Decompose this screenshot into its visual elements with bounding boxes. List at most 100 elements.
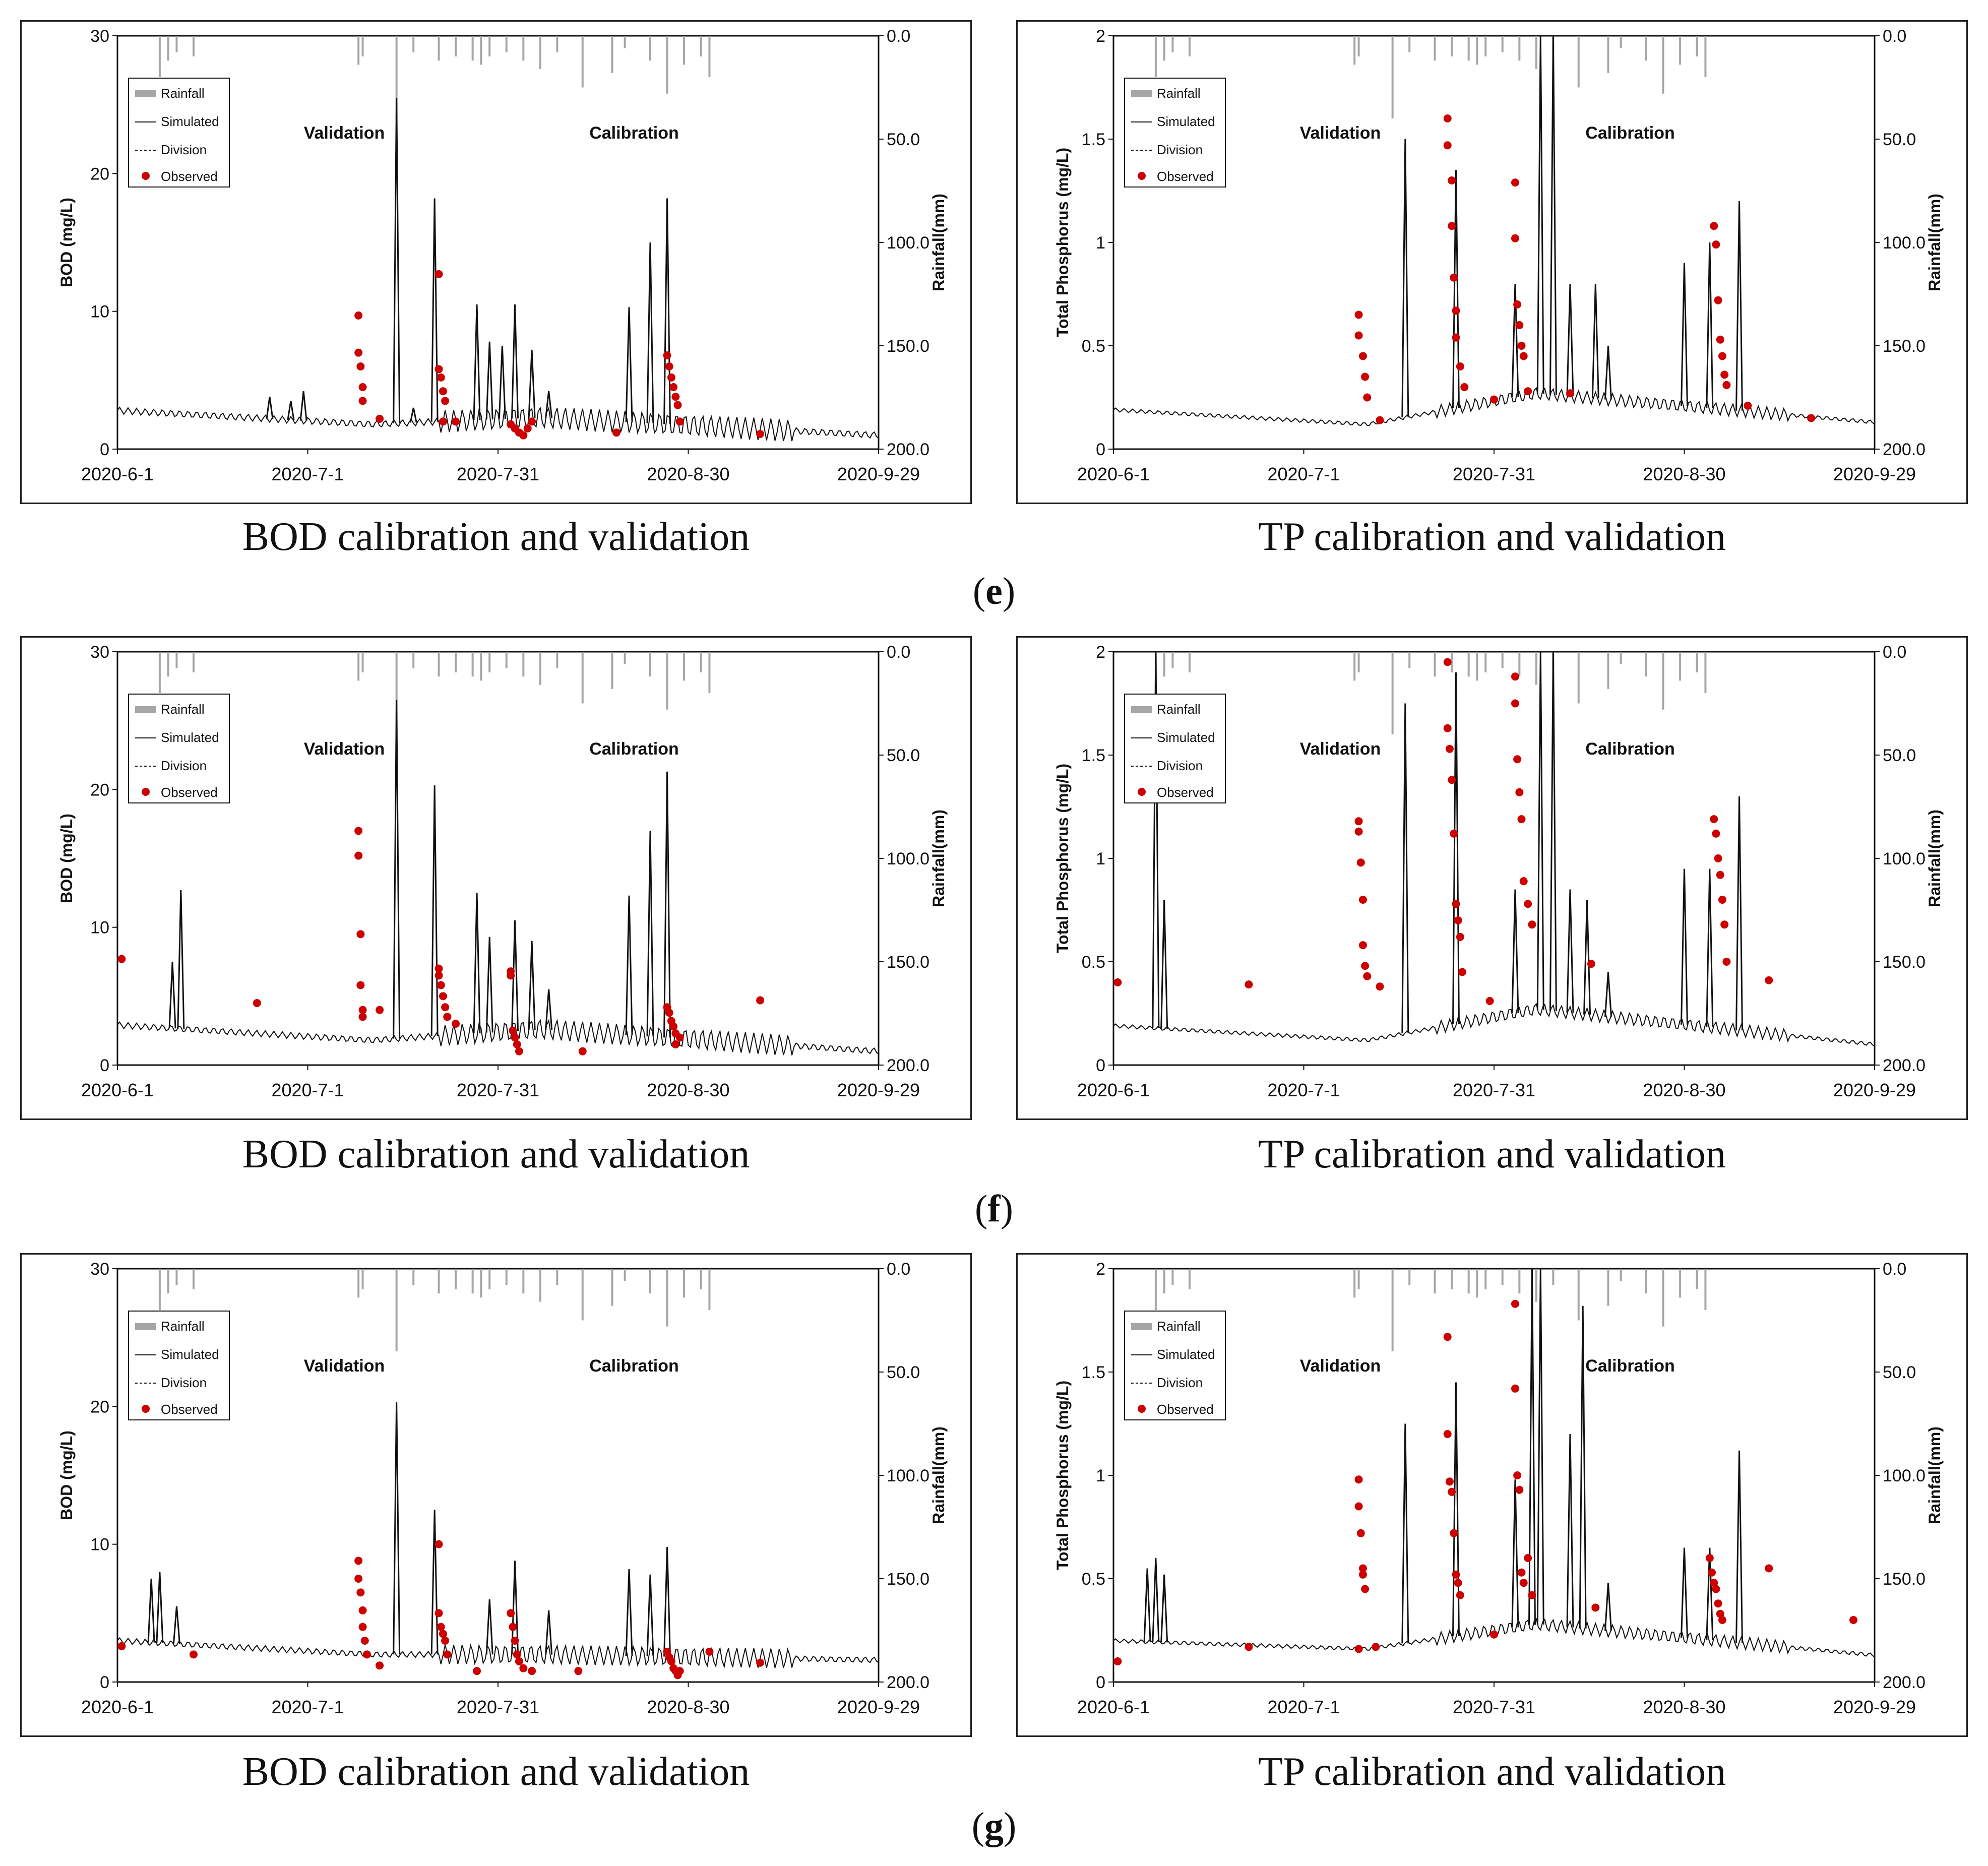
observed-point: [358, 1013, 367, 1021]
x-tick-label: 2020-6-1: [81, 1697, 154, 1717]
observed-point: [1454, 1579, 1462, 1587]
simulated-spike: [485, 1599, 493, 1655]
simulated-spike: [1566, 283, 1574, 397]
simulated-spike: [485, 341, 493, 420]
chart-svg-f-tp: 0 0.5 1 1.5 2 0.0 50.0 100.0 150.0 200.0 2020-6-1 2…: [1053, 643, 1944, 1100]
chart-svg-e-bod: 0 10 20 30 0.0 50.0 100.0 150.0 200.0 2020-6-1 202…: [57, 27, 948, 484]
observed-point: [1445, 744, 1454, 753]
panel-label-e: (e): [0, 570, 1988, 613]
observed-point: [1448, 222, 1456, 230]
y-tick-label: 0.5: [1082, 953, 1105, 972]
simulated-spike: [625, 895, 633, 1035]
observed-point: [1517, 1568, 1526, 1577]
observed-point: [1511, 234, 1519, 242]
simulated-spike: [1706, 242, 1714, 408]
observed-point: [1566, 389, 1574, 398]
observed-point: [507, 1609, 515, 1618]
observed-point: [358, 1006, 367, 1014]
observed-point: [1363, 972, 1372, 980]
observed-point: [1524, 1554, 1532, 1562]
observed-point: [1705, 1554, 1714, 1562]
panel-label-letter: e: [985, 570, 1003, 612]
observed-point: [675, 1667, 684, 1675]
observed-point: [1354, 1502, 1363, 1511]
x-tick-label: 2020-8-30: [647, 464, 729, 484]
observed-point: [1354, 1475, 1363, 1484]
observed-point: [358, 397, 367, 405]
y-tick-label: 2: [1096, 643, 1105, 662]
simulated-series: [117, 1019, 879, 1055]
y2-axis-title: Rainfall(mm): [929, 1426, 948, 1524]
simulated-spike: [1160, 1574, 1168, 1643]
simulated-spike: [1549, 651, 1557, 1011]
x-tick-label: 2020-6-1: [81, 464, 154, 484]
simulated-spike: [147, 1578, 155, 1643]
observed-point: [1443, 114, 1452, 122]
observed-point: [1716, 870, 1724, 879]
caption-g-tp: TP calibration and validation: [1258, 1750, 1726, 1794]
observed-point: [1113, 978, 1122, 986]
observed-point: [376, 1661, 384, 1670]
observed-point: [1372, 1643, 1380, 1651]
observed-point: [675, 1033, 684, 1042]
observed-point: [439, 387, 447, 396]
x-tick-label: 2020-7-31: [1453, 1697, 1535, 1717]
y2-axis-title: Rainfall(mm): [929, 810, 948, 907]
observed-point: [1517, 815, 1526, 824]
simulated-spike: [1681, 263, 1688, 406]
observed-point: [667, 373, 675, 382]
annotation-calibration: Calibration: [589, 123, 679, 143]
legend-swatch-rainfall: [1131, 1323, 1152, 1330]
y2-tick-label: 100.0: [1883, 1466, 1925, 1485]
y2-tick-label: 0.0: [1883, 643, 1906, 662]
y2-tick-label: 0.0: [887, 643, 910, 662]
observed-point: [1720, 370, 1729, 379]
observed-point: [1450, 1529, 1458, 1537]
legend-label-rainfall: Rainfall: [161, 702, 205, 717]
legend-label-rainfall: Rainfall: [1157, 1319, 1201, 1334]
legend-label-division: Division: [161, 142, 207, 157]
y2-tick-label: 150.0: [887, 1570, 929, 1589]
y-tick-label: 0: [100, 1673, 109, 1692]
y2-axis-title: Rainfall(mm): [1925, 1426, 1944, 1524]
observed-point: [1245, 1643, 1253, 1651]
observed-point: [1361, 962, 1370, 970]
y-axis-title: Total Phosphorus (mg/L): [1053, 1381, 1072, 1570]
observed-point: [443, 1013, 452, 1021]
simulated-spike: [393, 1402, 401, 1655]
x-tick-label: 2020-8-30: [647, 1697, 729, 1717]
observed-point: [756, 1658, 765, 1667]
observed-point: [1722, 381, 1731, 389]
observed-point: [1807, 414, 1816, 422]
observed-point: [528, 417, 536, 426]
observed-point: [511, 1637, 519, 1645]
y-tick-label: 1: [1096, 849, 1105, 868]
observed-point: [756, 429, 765, 438]
observed-point: [117, 1642, 126, 1650]
simulated-spike: [1452, 672, 1460, 1024]
panel-label-close: ): [1000, 1188, 1013, 1230]
observed-point: [434, 1540, 443, 1548]
y2-tick-label: 200.0: [1883, 440, 1925, 459]
y2-tick-label: 100.0: [887, 849, 929, 868]
simulated-spike: [663, 1547, 671, 1657]
simulated-spike: [1511, 889, 1519, 1014]
legend-swatch-rainfall: [1131, 90, 1152, 97]
legend: Rainfall Simulated Division Observed: [128, 78, 230, 188]
simulated-spike: [1549, 35, 1557, 395]
y2-tick-label: 0.0: [1883, 1260, 1906, 1279]
simulated-spike: [393, 97, 401, 423]
observed-point: [513, 1040, 521, 1048]
chart-panel-g-bod: 0 10 20 30 0.0 50.0 100.0 150.0 200.0 2020-6-1 202…: [20, 1253, 972, 1737]
simulated-spike: [1735, 201, 1744, 411]
simulated-spike: [1511, 283, 1519, 398]
chart-svg-g-tp: 0 0.5 1 1.5 2 0.0 50.0 100.0 150.0 200.0 2020-6-1 2…: [1053, 1260, 1944, 1717]
simulated-spike: [646, 242, 654, 423]
simulated-spike: [1160, 899, 1168, 1029]
y2-tick-label: 150.0: [1883, 337, 1925, 356]
simulated-spike: [528, 941, 536, 1030]
simulated-series: [1113, 1003, 1875, 1047]
observed-point: [1712, 829, 1720, 838]
annotation-validation: Validation: [304, 1356, 385, 1376]
legend-label-division: Division: [1157, 1375, 1203, 1390]
